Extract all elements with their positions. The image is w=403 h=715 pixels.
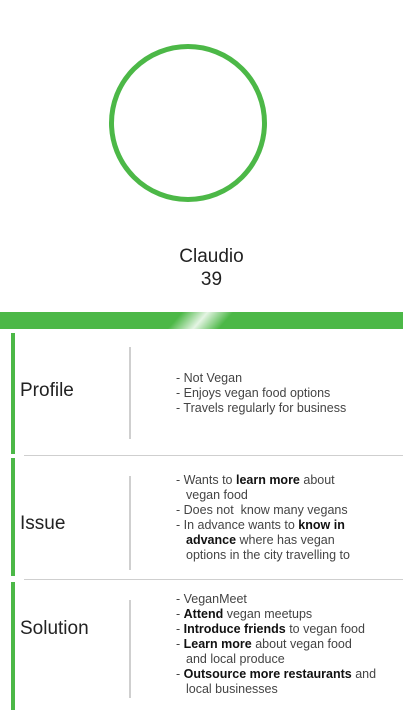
- profile-vertical-divider: [129, 347, 131, 439]
- issue-vertical-divider: [129, 476, 131, 570]
- issue-line: - Wants to learn more about: [176, 473, 335, 487]
- issue-line: options in the city travelling to: [186, 548, 350, 562]
- solution-line: local businesses: [186, 682, 278, 696]
- issue-label: Issue: [20, 513, 66, 534]
- solution-label: Solution: [20, 618, 89, 639]
- solution-line: - Attend vegan meetups: [176, 607, 313, 621]
- profile-line: - Not Vegan: [176, 371, 243, 385]
- band-highlight: [149, 312, 251, 329]
- solution-line: - Introduce friends to vegan food: [176, 622, 365, 636]
- solution-line: - Outsource more restaurants and: [176, 667, 377, 681]
- solution-line: - VeganMeet: [176, 592, 247, 606]
- persona-name: Claudio: [179, 246, 244, 267]
- issue-accent-bar: [11, 458, 15, 576]
- issue-line: - In advance wants to know in: [176, 518, 345, 532]
- solution-line: - Learn more about vegan food: [176, 637, 352, 651]
- issue-content: - Wants to learn more about vegan food -…: [176, 473, 398, 563]
- issue-line: - Does not know many vegans: [176, 503, 348, 517]
- solution-line: and local produce: [186, 652, 285, 666]
- persona-age: 39: [200, 269, 223, 290]
- solution-vertical-divider: [129, 600, 131, 698]
- solution-content: - VeganMeet - Attend vegan meetups - Int…: [176, 592, 398, 697]
- issue-line: advance where has vegan: [186, 533, 335, 547]
- avatar-circle: [109, 44, 267, 202]
- profile-accent-bar: [11, 333, 15, 454]
- profile-line: - Travels regularly for business: [176, 401, 347, 415]
- profile-line: - Enjoys vegan food options: [176, 386, 331, 400]
- section-divider: [24, 579, 403, 580]
- issue-line: vegan food: [186, 488, 248, 502]
- solution-accent-bar: [11, 582, 15, 710]
- green-divider-band: [0, 312, 403, 329]
- profile-label: Profile: [20, 380, 74, 401]
- profile-content: - Not Vegan - Enjoys vegan food options …: [176, 371, 398, 416]
- section-divider: [24, 455, 403, 456]
